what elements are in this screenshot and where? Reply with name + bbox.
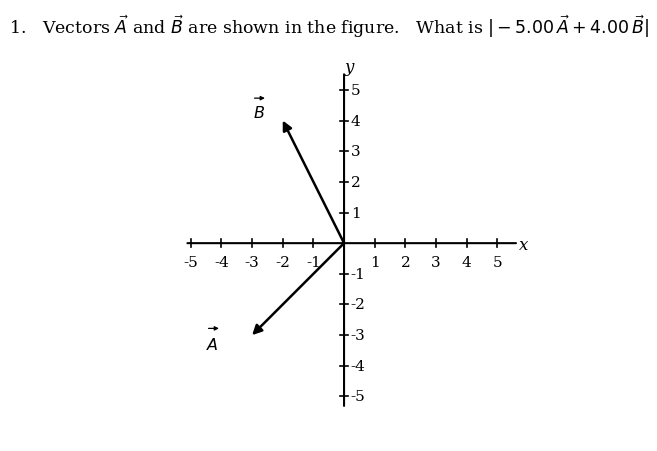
Text: y: y bbox=[345, 59, 354, 76]
Text: x: x bbox=[519, 237, 528, 253]
Text: -3: -3 bbox=[244, 255, 260, 269]
Text: 5: 5 bbox=[351, 84, 361, 98]
Text: 3: 3 bbox=[431, 255, 441, 269]
Text: 3: 3 bbox=[351, 145, 361, 159]
Text: -4: -4 bbox=[214, 255, 229, 269]
Text: 1.   Vectors $\vec{A}$ and $\vec{B}$ are shown in the figure.   What is $|-5.00\: 1. Vectors $\vec{A}$ and $\vec{B}$ are s… bbox=[9, 14, 648, 40]
Text: -2: -2 bbox=[275, 255, 290, 269]
Text: 4: 4 bbox=[462, 255, 472, 269]
Text: -3: -3 bbox=[351, 328, 365, 342]
Text: 2: 2 bbox=[351, 175, 361, 189]
Text: 2: 2 bbox=[401, 255, 410, 269]
Text: -2: -2 bbox=[351, 298, 366, 312]
Text: $A$: $A$ bbox=[206, 336, 219, 353]
Text: -1: -1 bbox=[351, 267, 366, 281]
Text: -4: -4 bbox=[351, 359, 366, 373]
Text: 1: 1 bbox=[370, 255, 380, 269]
Text: $B$: $B$ bbox=[253, 105, 265, 122]
Text: 1: 1 bbox=[351, 206, 361, 220]
Text: 5: 5 bbox=[493, 255, 502, 269]
Text: 4: 4 bbox=[351, 114, 361, 128]
Text: -5: -5 bbox=[351, 390, 365, 404]
Text: -5: -5 bbox=[183, 255, 198, 269]
Text: -1: -1 bbox=[306, 255, 321, 269]
